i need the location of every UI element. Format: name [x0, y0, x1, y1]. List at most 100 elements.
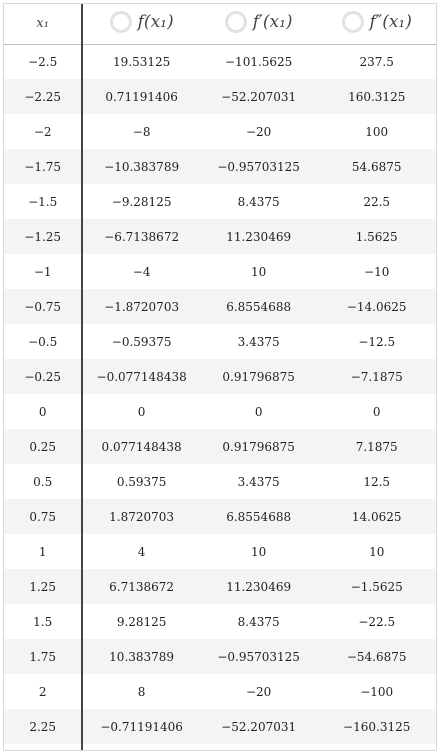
cell-fp[interactable]: 3.4375	[237, 334, 280, 349]
cell-fpp[interactable]: −7.1875	[317, 359, 436, 394]
cell-x[interactable]: −0.75	[4, 289, 84, 324]
cell-x[interactable]: 1.75	[4, 639, 84, 674]
cell-fp[interactable]: 0	[254, 404, 263, 419]
cell-x[interactable]: 2	[4, 674, 84, 709]
cell-f[interactable]: −0.71191406	[82, 709, 200, 744]
series-toggle-circle-icon[interactable]	[341, 11, 364, 34]
cell-fp[interactable]: 10	[251, 264, 267, 279]
cell-f[interactable]: 0.71191406	[82, 79, 200, 114]
cell-fpp[interactable]: 1.5625	[317, 219, 436, 254]
cell-fp[interactable]: 6.8554688	[199, 499, 318, 534]
cell-fpp[interactable]: −100	[360, 684, 394, 699]
cell-fp[interactable]: −52.207031	[199, 709, 318, 744]
cell-fpp[interactable]: 22.5	[363, 194, 391, 209]
cell-x[interactable]: 0.5	[4, 464, 84, 499]
cell-fp[interactable]: −52.207031	[199, 79, 318, 114]
cell-f[interactable]: −19.53125	[82, 744, 200, 750]
cell-f[interactable]: −0.077148438	[82, 359, 200, 394]
table-row: 1.5 9.28125 8.4375 −22.5	[4, 604, 436, 639]
cell-fp[interactable]: −20	[245, 124, 272, 139]
cell-fpp[interactable]: −160.3125	[317, 709, 436, 744]
cell-fpp[interactable]: −237.5	[317, 744, 436, 750]
cell-x[interactable]: −1.75	[4, 149, 84, 184]
cell-fp[interactable]: 3.4375	[237, 474, 280, 489]
cell-fpp[interactable]: −12.5	[358, 334, 396, 349]
cell-f[interactable]: 6.7138672	[82, 569, 200, 604]
cell-fpp[interactable]: 160.3125	[317, 79, 436, 114]
table-body: −2.5 19.53125 −101.5625 237.5 −2.25 0.7119140…	[4, 44, 436, 750]
cell-f[interactable]: 1.8720703	[82, 499, 200, 534]
cell-fp[interactable]: −101.5625	[225, 54, 293, 69]
cell-f[interactable]: −1.8720703	[82, 289, 200, 324]
table-row: −2 −8 −20 100	[4, 114, 436, 149]
cell-x[interactable]: −2.25	[4, 79, 84, 114]
cell-fp[interactable]: −0.95703125	[199, 149, 318, 184]
cell-x[interactable]: 2.25	[4, 709, 84, 744]
cell-fp[interactable]: −101.5625	[200, 744, 318, 750]
cell-f[interactable]: 8	[137, 684, 146, 699]
table-row: 1.25 6.7138672 11.230469 −1.5625	[4, 569, 436, 604]
cell-fpp[interactable]: 100	[365, 124, 389, 139]
cell-fpp[interactable]: −10	[364, 264, 390, 279]
cell-fpp[interactable]: 7.1875	[317, 429, 436, 464]
cell-f[interactable]: 9.28125	[116, 614, 167, 629]
cell-x[interactable]: 1	[4, 534, 84, 569]
table-header-row: x₁ f(x₁) f′(x₁)	[4, 4, 436, 45]
cell-x[interactable]: 0.75	[4, 499, 84, 534]
cell-f[interactable]: 10.383789	[82, 639, 200, 674]
cell-x[interactable]: 1.5	[4, 604, 84, 639]
cell-f[interactable]: −9.28125	[111, 194, 172, 209]
cell-fp[interactable]: −20	[245, 684, 272, 699]
cell-fp[interactable]: 8.4375	[237, 194, 280, 209]
cell-f[interactable]: −8	[132, 124, 151, 139]
cell-fp[interactable]: 6.8554688	[199, 289, 318, 324]
cell-fp[interactable]: 0.91796875	[199, 359, 318, 394]
cell-fpp[interactable]: 54.6875	[317, 149, 436, 184]
cell-x[interactable]: −2.5	[4, 44, 84, 79]
cell-fpp[interactable]: 237.5	[359, 54, 394, 69]
cell-fp[interactable]: 8.4375	[237, 614, 280, 629]
cell-x[interactable]: −0.5	[4, 324, 84, 359]
cell-f[interactable]: 0	[137, 404, 146, 419]
cell-fp[interactable]: 0.91796875	[199, 429, 318, 464]
cell-fpp[interactable]: 12.5	[363, 474, 391, 489]
series-toggle-circle-icon[interactable]	[109, 11, 132, 34]
table-row: −0.75 −1.8720703 6.8554688 −14.0625	[4, 289, 436, 324]
cell-fp[interactable]: 10	[251, 544, 267, 559]
cell-x[interactable]: −0.25	[4, 359, 84, 394]
table-row: −2.5 19.53125 −101.5625 237.5	[4, 44, 436, 79]
cell-fp[interactable]: 11.230469	[199, 219, 318, 254]
cell-x[interactable]: −1.25	[4, 219, 84, 254]
cell-x[interactable]: 0.25	[4, 429, 84, 464]
cell-f[interactable]: −4	[132, 264, 151, 279]
cell-f[interactable]: −6.7138672	[82, 219, 200, 254]
cell-f[interactable]: 19.53125	[112, 54, 171, 69]
cell-x[interactable]: 1.25	[4, 569, 84, 604]
column-header-fpp[interactable]: f″(x₁)	[317, 4, 436, 45]
cell-fpp[interactable]: −1.5625	[317, 569, 436, 604]
cell-x[interactable]: 0	[4, 394, 84, 429]
table-row: 1 4 10 10	[4, 534, 436, 569]
column-header-x[interactable]: x₁	[4, 4, 84, 45]
cell-fpp[interactable]: 0	[372, 404, 381, 419]
cell-fpp[interactable]: 14.0625	[317, 499, 436, 534]
cell-f[interactable]: −10.383789	[82, 149, 200, 184]
cell-fp[interactable]: −0.95703125	[199, 639, 318, 674]
cell-fpp[interactable]: −54.6875	[317, 639, 436, 674]
cell-x[interactable]: −1	[4, 254, 84, 289]
cell-f[interactable]: 4	[137, 544, 146, 559]
column-header-f[interactable]: f(x₁)	[82, 4, 200, 45]
cell-fpp[interactable]: 10	[369, 544, 385, 559]
cell-fpp[interactable]: −22.5	[358, 614, 396, 629]
cell-fpp[interactable]: −14.0625	[317, 289, 436, 324]
cell-x[interactable]: −1.5	[4, 184, 84, 219]
cell-f[interactable]: 0.077148438	[82, 429, 200, 464]
column-header-fp[interactable]: f′(x₁)	[199, 4, 318, 45]
table-row: −1.75 −10.383789 −0.95703125 54.6875	[4, 149, 436, 184]
cell-x[interactable]: 2.5	[4, 744, 84, 750]
cell-fp[interactable]: 11.230469	[199, 569, 318, 604]
cell-f[interactable]: 0.59375	[116, 474, 167, 489]
series-toggle-circle-icon[interactable]	[224, 11, 247, 34]
cell-x[interactable]: −2	[4, 114, 84, 149]
cell-f[interactable]: −0.59375	[111, 334, 172, 349]
